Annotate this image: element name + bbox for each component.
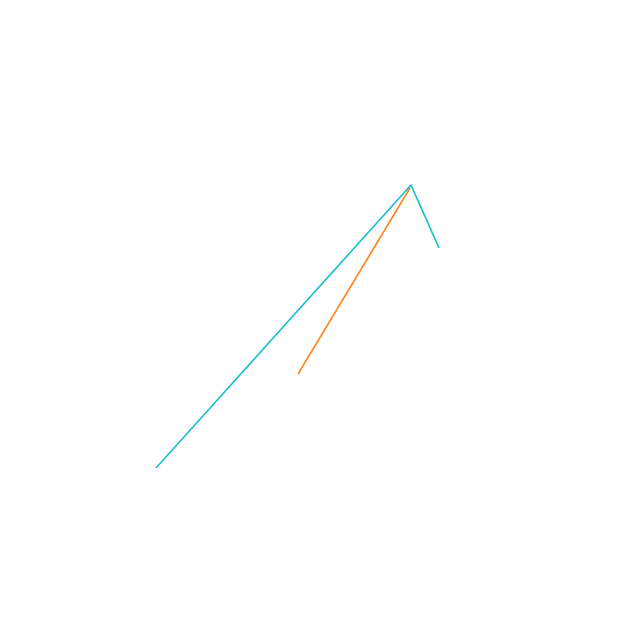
orange-line <box>297 187 411 375</box>
cyan-polyline <box>155 183 440 469</box>
